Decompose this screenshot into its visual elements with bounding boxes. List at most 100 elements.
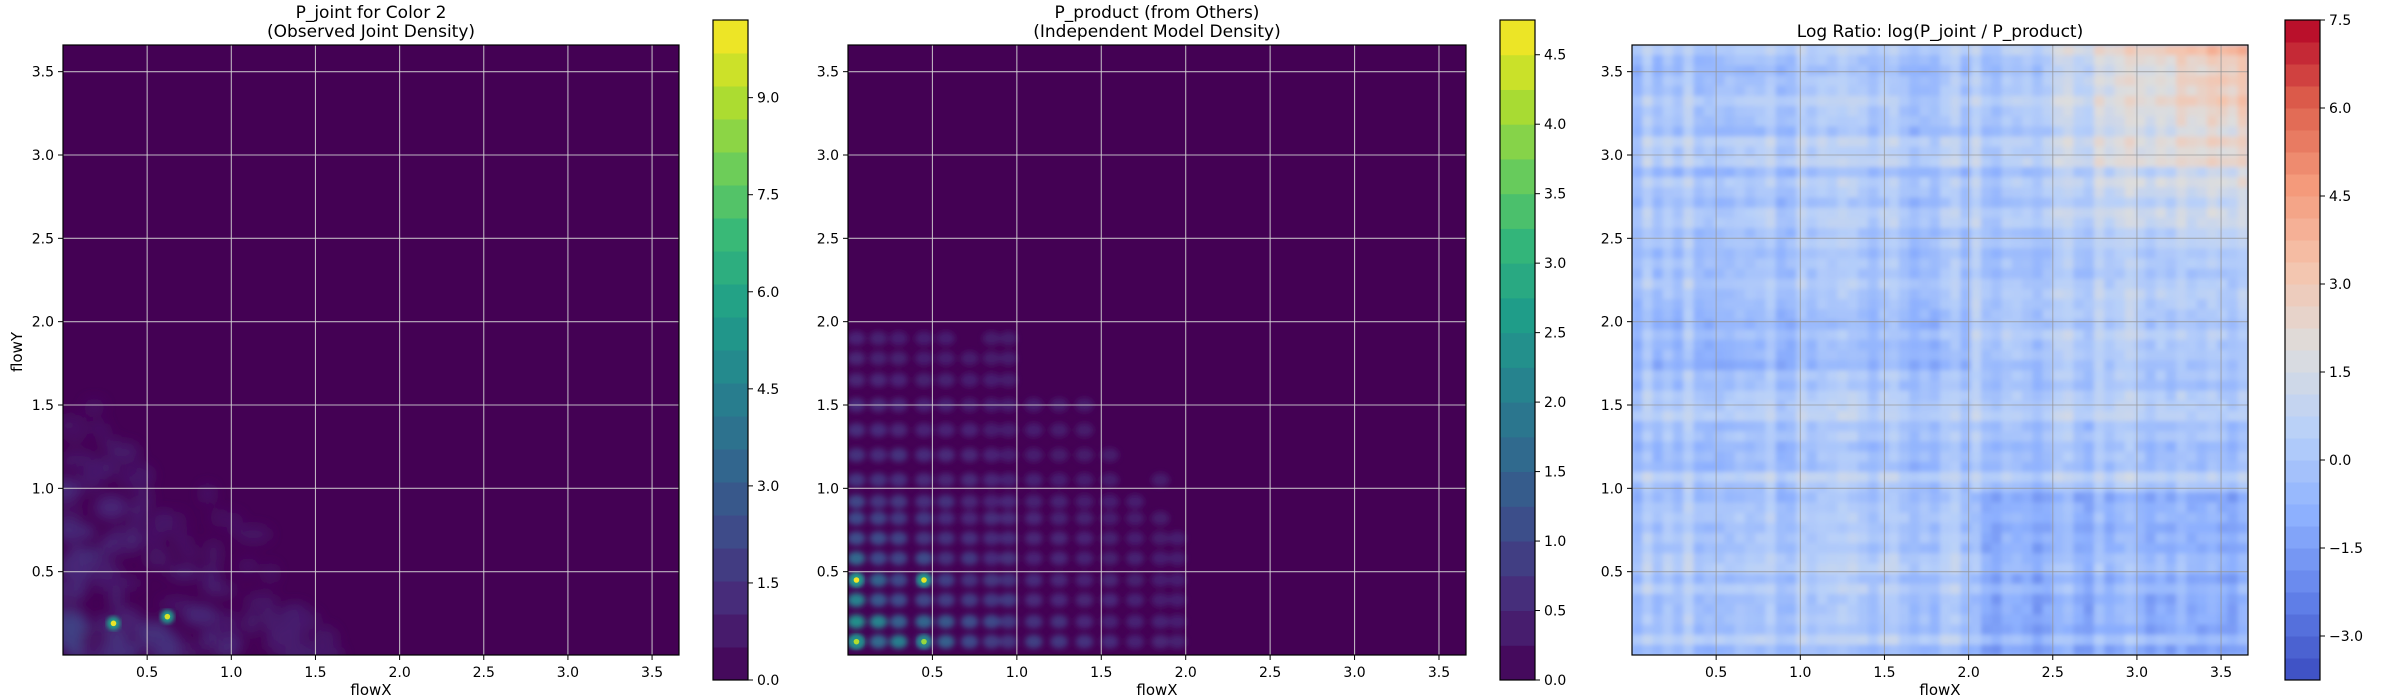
panel-1-colorbar-level xyxy=(713,350,748,384)
panel-2-x-tick-label: 3.0 xyxy=(1343,665,1365,681)
panel-3-colorbar-level xyxy=(2285,526,2320,549)
panel-1-y-tick-label: 1.0 xyxy=(32,481,54,497)
panel-1-colorbar-level xyxy=(713,383,748,417)
panel-3-colorbar-level xyxy=(2285,394,2320,417)
panel-1-y-tick-label: 2.0 xyxy=(32,315,54,331)
panel-1-colorbar-level xyxy=(713,449,748,483)
panel-1-y-axis-label: flowY xyxy=(8,331,26,372)
panel-1-colorbar-tick-label: 7.5 xyxy=(757,188,779,204)
panel-2-colorbar-level xyxy=(1500,402,1535,438)
panel-3-colorbar-level xyxy=(2285,86,2320,109)
panel-3-colorbar-level xyxy=(2285,328,2320,351)
panel-2-colorbar-tick-label: 3.5 xyxy=(1544,187,1566,203)
panel-3-colorbar-level xyxy=(2285,196,2320,219)
panel-1-x-tick-label: 1.0 xyxy=(220,665,242,681)
panel-3-colorbar-level xyxy=(2285,636,2320,659)
panel-3-colorbar-tick-label: 7.5 xyxy=(2329,13,2351,29)
panel-2: 0.5 1.0 1.5 2.0 2.5 3.0 3.5 0.5 1.0 1.5 2.0 2.5 3.0 3… xyxy=(817,3,1567,699)
panel-1-colorbar-level xyxy=(713,218,748,252)
panel-3-y-tick-label: 3.0 xyxy=(1601,148,1623,164)
panel-3-colorbar-level xyxy=(2285,614,2320,637)
panel-3-colorbar-level xyxy=(2285,218,2320,241)
panel-1-colorbar-level xyxy=(713,581,748,615)
panel-2-x-tick-label: 2.0 xyxy=(1175,665,1197,681)
panel-3-colorbar-level xyxy=(2285,504,2320,527)
panel-2-colorbar-level xyxy=(1500,20,1535,56)
panel-1-colorbar-level xyxy=(713,284,748,318)
panel-3-colorbar-level xyxy=(2285,20,2320,43)
panel-2-x-tick-label: 1.5 xyxy=(1090,665,1112,681)
panel-3-y-tick-label: 1.5 xyxy=(1601,398,1623,414)
panel-3-frame xyxy=(1631,44,2249,656)
panel-3-x-tick-label: 2.0 xyxy=(1957,665,1979,681)
panel-2-colorbar-level xyxy=(1500,158,1535,195)
panel-3-colorbar-level xyxy=(2285,306,2320,329)
panel-3-colorbar-level xyxy=(2285,548,2320,571)
panel-3-colorbar-level xyxy=(2285,658,2320,681)
panel-3-colorbar-level xyxy=(2285,592,2320,615)
panel-3-colorbar-level xyxy=(2285,350,2320,373)
panel-2-y-tick-label: 3.5 xyxy=(817,65,839,81)
panel-2-colorbar-tick-label: 2.0 xyxy=(1544,395,1566,411)
panel-1-colorbar-level xyxy=(713,482,748,516)
panel-1-gridlines xyxy=(63,45,679,655)
panel-2-y-tick-label: 1.0 xyxy=(817,481,839,497)
panel-2-colorbar-level xyxy=(1500,89,1535,125)
panel-2-plot: 0.5 1.0 1.5 2.0 2.5 3.0 3.5 0.5 1.0 1.5 2.0 2.5 3.0 3… xyxy=(817,44,1467,681)
panel-3-x-tick-label: 3.5 xyxy=(2210,665,2232,681)
panel-3-colorbar-level xyxy=(2285,460,2320,483)
panel-3-colorbar-tick-label: −3.0 xyxy=(2329,629,2363,645)
panel-1-plot: 0.5 1.0 1.5 2.0 2.5 3.0 3.5 0.5 1.0 1.5 2.0 2.5 3.0 3… xyxy=(32,44,680,681)
panel-3-plot: 0.5 1.0 1.5 2.0 2.5 3.0 3.5 0.5 1.0 1.5 2.0 2.5 3.0 3… xyxy=(1601,44,2249,681)
panel-2-colorbar-level xyxy=(1500,54,1535,90)
panel-2-colorbar-level xyxy=(1500,263,1535,299)
panel-1-colorbar-level xyxy=(713,515,748,549)
panel-2-title-line-2: (Independent Model Density) xyxy=(1033,22,1281,42)
panel-3-x-tick-label: 3.0 xyxy=(2126,665,2148,681)
panel-1-x-tick-label: 3.5 xyxy=(641,665,663,681)
panel-1-colorbar-level xyxy=(713,647,748,681)
panel-3-x-tick-label: 0.5 xyxy=(1705,665,1727,681)
panel-1-frame xyxy=(62,44,680,656)
panel-1-colorbar-level xyxy=(713,548,748,582)
panel-3-x-tick-label: 1.0 xyxy=(1789,665,1811,681)
panel-2-hotspot xyxy=(853,577,860,583)
panel-2-colorbar-level xyxy=(1500,193,1535,229)
panel-1-y-tick-label: 1.5 xyxy=(32,398,54,414)
panel-2-hotspot xyxy=(921,638,927,645)
panel-3-colorbar-level xyxy=(2285,438,2320,461)
panel-1-y-tick-label: 2.5 xyxy=(32,231,54,247)
panel-3-colorbar-level xyxy=(2285,372,2320,395)
panel-1-colorbar-level xyxy=(713,614,748,648)
panel-2-colorbar-level xyxy=(1500,471,1535,507)
panel-2-y-tick-label: 3.0 xyxy=(817,148,839,164)
panel-1-colorbar-level xyxy=(713,53,748,87)
panel-1-hotspot xyxy=(164,613,171,620)
panel-1-y-tick-label: 3.5 xyxy=(32,65,54,81)
panel-3-colorbar-level xyxy=(2285,64,2320,87)
panel-3-y-tick-label: 3.5 xyxy=(1601,65,1623,81)
panel-1-y-tick-label: 0.5 xyxy=(32,565,54,581)
panel-1-colorbar-tick-label: 3.0 xyxy=(757,479,779,495)
panel-2-y-tick-label: 1.5 xyxy=(817,398,839,414)
panel-2-colorbar-tick-label: 4.0 xyxy=(1544,117,1566,133)
panel-2-colorbar-level xyxy=(1500,297,1535,334)
panel-3: 0.5 1.0 1.5 2.0 2.5 3.0 3.5 0.5 1.0 1.5 2.0 2.5 3.0 3… xyxy=(1601,13,2363,699)
panel-2-colorbar-tick-label: 1.0 xyxy=(1544,534,1566,550)
panel-3-colorbar-tick-label: 4.5 xyxy=(2329,189,2351,205)
panel-3-colorbar-tick-label: 3.0 xyxy=(2329,277,2351,293)
panel-2-gridlines xyxy=(848,45,1466,655)
panel-2-x-axis-label: flowX xyxy=(1136,681,1177,699)
panel-3-colorbar: −3.0 −1.5 0.0 1.5 3.0 4.5 6.0 7.5 xyxy=(2284,13,2363,681)
panel-3-colorbar-level xyxy=(2285,284,2320,307)
panel-1-colorbar-tick-label: 4.5 xyxy=(757,382,779,398)
panel-3-colorbar-level xyxy=(2285,174,2320,197)
panel-3-y-tick-label: 2.5 xyxy=(1601,231,1623,247)
panel-3-colorbar-level xyxy=(2285,152,2320,175)
panel-2-colorbar-tick-label: 2.5 xyxy=(1544,326,1566,342)
panel-2-colorbar-level xyxy=(1500,645,1535,681)
panel-2-colorbar-frame xyxy=(1499,19,1536,681)
panel-1-x-tick-label: 0.5 xyxy=(136,665,158,681)
panel-2-y-tick-label: 0.5 xyxy=(817,565,839,581)
